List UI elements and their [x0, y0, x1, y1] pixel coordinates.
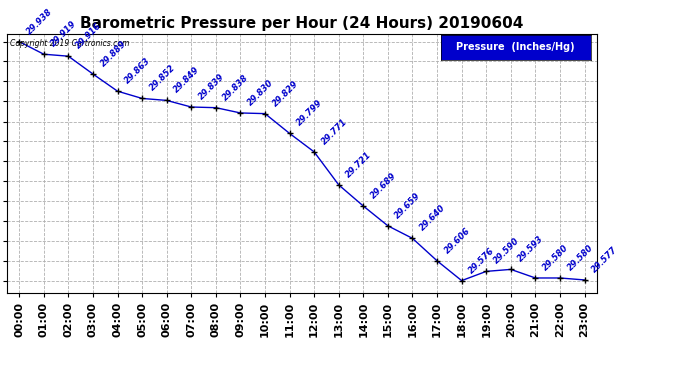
Text: 29.849: 29.849 — [172, 66, 201, 95]
Title: Barometric Pressure per Hour (24 Hours) 20190604: Barometric Pressure per Hour (24 Hours) … — [80, 16, 524, 31]
Text: 29.916: 29.916 — [74, 21, 104, 51]
Text: 29.580: 29.580 — [541, 243, 571, 272]
Text: 29.689: 29.689 — [369, 171, 398, 201]
Text: 29.863: 29.863 — [123, 56, 152, 86]
Text: 29.580: 29.580 — [566, 243, 595, 272]
Text: 29.938: 29.938 — [25, 7, 54, 36]
Text: 29.838: 29.838 — [221, 73, 250, 102]
Text: 29.659: 29.659 — [393, 191, 423, 220]
Text: 29.830: 29.830 — [246, 78, 275, 107]
Text: 29.606: 29.606 — [442, 226, 472, 255]
Text: 29.721: 29.721 — [344, 150, 374, 179]
Text: 29.590: 29.590 — [492, 237, 521, 266]
Text: 29.593: 29.593 — [516, 234, 546, 264]
Text: 29.852: 29.852 — [148, 63, 177, 93]
Text: 29.889: 29.889 — [99, 39, 128, 69]
Text: 29.839: 29.839 — [197, 72, 226, 102]
Text: Copyright 2019 Cartronics.com: Copyright 2019 Cartronics.com — [10, 39, 129, 48]
Text: 29.829: 29.829 — [270, 79, 300, 108]
Text: 29.771: 29.771 — [319, 117, 349, 146]
Text: 29.919: 29.919 — [49, 19, 79, 49]
Text: 29.799: 29.799 — [295, 99, 324, 128]
Text: 29.640: 29.640 — [418, 204, 447, 233]
Text: 29.577: 29.577 — [590, 245, 620, 274]
Text: 29.576: 29.576 — [467, 246, 497, 275]
